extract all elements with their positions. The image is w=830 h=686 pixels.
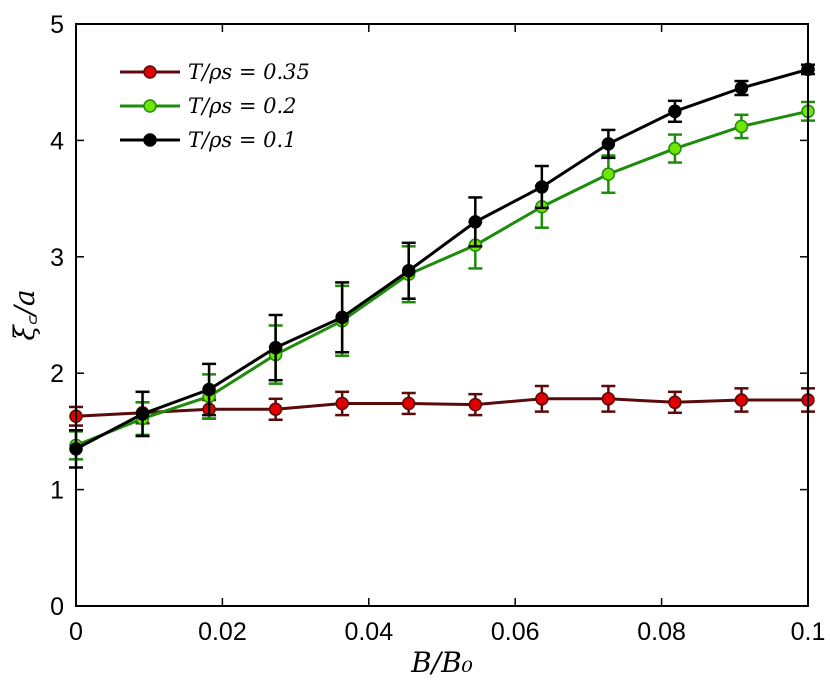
x-axis-title: B/B₀ — [410, 646, 473, 679]
data-point — [135, 407, 150, 421]
ticks-layer — [75, 23, 809, 607]
data-point — [268, 402, 283, 417]
data-point — [535, 180, 549, 194]
y-tick-label: 2 — [50, 360, 64, 388]
data-point — [668, 104, 682, 119]
y-tick-labels: 0 1 2 3 4 5 — [50, 11, 64, 621]
y-axis-title: ξ꜀/a — [8, 289, 41, 340]
series-line — [75, 109, 809, 447]
legend-marker — [143, 133, 157, 147]
legend-label: T/ρs = 0.1 — [188, 128, 297, 152]
y-tick-label: 1 — [50, 477, 64, 505]
data-point — [268, 340, 283, 355]
x-tick-label: 0.1 — [791, 618, 826, 646]
data-point — [601, 137, 616, 151]
legend: T/ρs = 0.35 T/ρs = 0.2 T/ρs = 0.1 — [120, 60, 310, 152]
y-tick-label: 4 — [50, 127, 64, 155]
data-point — [401, 264, 416, 278]
data-point — [401, 396, 416, 411]
data-point — [668, 395, 682, 410]
legend-item: T/ρs = 0.35 — [120, 60, 310, 84]
x-tick-label: 0.06 — [491, 618, 540, 646]
data-point — [734, 393, 749, 407]
y-tick-label: 0 — [50, 593, 64, 621]
data-point — [202, 382, 216, 397]
legend-marker — [143, 65, 157, 79]
data-point — [734, 81, 749, 95]
data-point — [335, 396, 349, 411]
x-tick-label: 0 — [69, 618, 83, 646]
x-tick-label: 0.04 — [344, 618, 393, 646]
legend-label: T/ρs = 0.35 — [188, 60, 310, 84]
legend-item: T/ρs = 0.2 — [120, 94, 297, 118]
data-point — [335, 310, 349, 325]
data-point — [601, 167, 616, 181]
x-tick-label: 0.08 — [637, 618, 686, 646]
data-point — [734, 119, 749, 134]
legend-marker — [143, 99, 157, 113]
legend-label: T/ρs = 0.2 — [188, 94, 297, 118]
series-0 — [69, 384, 815, 427]
legend-item: T/ρs = 0.1 — [120, 128, 297, 152]
plot-frame — [75, 23, 809, 607]
y-tick-label: 3 — [50, 244, 64, 272]
series-line — [75, 67, 809, 451]
data-point — [601, 392, 616, 406]
data-point — [468, 215, 483, 229]
x-tick-labels: 0 0.02 0.04 0.06 0.08 0.1 — [69, 618, 825, 646]
data-point — [468, 397, 483, 412]
data-point — [535, 392, 549, 406]
series-line — [75, 397, 808, 418]
x-tick-label: 0.02 — [198, 618, 247, 646]
data-point — [668, 141, 682, 156]
y-tick-label: 5 — [50, 11, 64, 39]
